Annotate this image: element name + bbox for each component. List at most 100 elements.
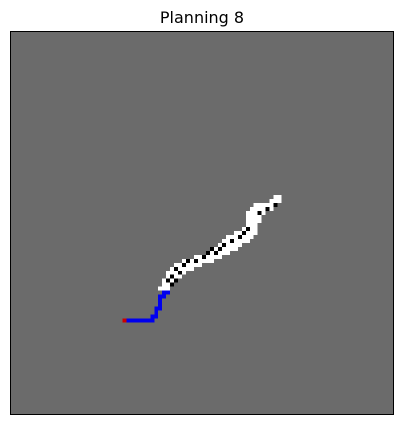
free-cell: [241, 226, 246, 231]
free-cell: [225, 238, 230, 243]
free-cell: [182, 266, 187, 271]
path-cell: [134, 318, 139, 323]
free-cell: [174, 274, 179, 279]
free-cell: [170, 266, 175, 271]
free-cell: [245, 211, 250, 216]
free-cell: [245, 238, 250, 243]
start-cell: [122, 318, 127, 323]
free-cell: [170, 270, 175, 275]
path-cell: [146, 318, 151, 323]
free-cell: [162, 286, 167, 291]
free-cell: [166, 286, 171, 291]
free-cell: [158, 286, 163, 291]
free-cell: [245, 234, 250, 239]
path-cell: [154, 310, 159, 315]
free-cell: [178, 266, 183, 271]
free-cell: [229, 234, 234, 239]
occupancy-grid-plot: [10, 31, 394, 415]
obstacle-cell: [241, 230, 246, 235]
free-cell: [205, 258, 210, 263]
free-cell: [241, 234, 246, 239]
free-cell: [249, 223, 254, 227]
obstacle-cell: [170, 282, 175, 287]
free-cell: [205, 254, 210, 259]
free-cell: [182, 258, 187, 263]
plot-title: Planning 8: [159, 8, 245, 27]
free-cell: [249, 219, 254, 223]
occupancy-grid: [11, 32, 393, 414]
free-cell: [233, 234, 238, 239]
free-cell: [186, 266, 191, 271]
free-cell: [249, 234, 254, 239]
free-cell: [221, 246, 226, 251]
free-cell: [194, 262, 199, 267]
path-cell: [154, 314, 159, 319]
free-cell: [221, 238, 226, 243]
free-cell: [166, 270, 171, 275]
free-cell: [174, 270, 179, 275]
free-cell: [182, 270, 187, 275]
free-cell: [253, 207, 258, 212]
free-cell: [186, 262, 191, 267]
free-cell: [229, 242, 234, 247]
free-cell: [249, 211, 254, 216]
free-cell: [237, 242, 242, 247]
free-cell: [229, 246, 234, 251]
free-cell: [198, 262, 202, 267]
obstacle-cell: [217, 246, 222, 251]
path-cell: [158, 306, 163, 311]
free-cell: [217, 242, 222, 247]
obstacle-cell: [221, 242, 226, 247]
obstacle-cell: [194, 258, 199, 263]
free-cell: [198, 258, 202, 263]
free-cell: [221, 250, 226, 255]
free-cell: [249, 226, 254, 231]
free-cell: [257, 219, 262, 223]
free-cell: [253, 219, 258, 223]
free-cell: [217, 254, 222, 259]
free-cell: [225, 234, 230, 239]
obstacle-cell: [237, 234, 242, 239]
path-cell: [130, 318, 135, 323]
free-cell: [269, 199, 274, 204]
free-cell: [178, 262, 183, 267]
free-cell: [269, 207, 274, 212]
free-cell: [202, 258, 206, 263]
free-cell: [233, 230, 238, 235]
obstacle-cell: [209, 246, 214, 251]
free-cell: [277, 199, 282, 204]
path-cell: [150, 314, 155, 319]
free-cell: [209, 250, 214, 255]
free-cell: [245, 215, 250, 220]
free-cell: [257, 207, 262, 212]
free-cell: [233, 242, 238, 247]
free-cell: [253, 203, 258, 208]
free-cell: [245, 219, 250, 223]
obstacle-cell: [186, 258, 191, 263]
free-cell: [245, 230, 250, 235]
obstacle-cell: [245, 226, 250, 231]
obstacle-cell: [182, 262, 187, 267]
free-cell: [190, 258, 195, 263]
free-cell: [233, 238, 238, 243]
path-cell: [158, 294, 163, 299]
free-cell: [261, 203, 266, 208]
path-cell: [150, 318, 155, 323]
free-cell: [209, 254, 214, 259]
free-cell: [249, 207, 254, 212]
free-cell: [249, 215, 254, 220]
free-cell: [237, 238, 242, 243]
obstacle-cell: [170, 274, 175, 279]
free-cell: [273, 195, 278, 200]
path-cell: [154, 306, 159, 311]
path-cell: [138, 318, 143, 323]
free-cell: [261, 211, 266, 216]
free-cell: [265, 203, 270, 208]
path-cell: [126, 318, 131, 323]
free-cell: [253, 223, 258, 227]
unknown-area: [11, 32, 393, 414]
path-cell: [158, 302, 163, 307]
obstacle-cell: [257, 211, 262, 216]
free-cell: [273, 199, 278, 204]
free-cell: [170, 278, 175, 283]
